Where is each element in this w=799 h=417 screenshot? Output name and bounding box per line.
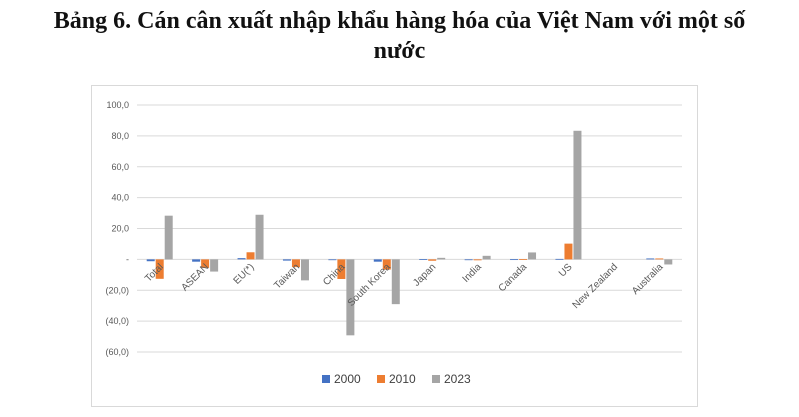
bar-2000-japan	[419, 259, 428, 260]
bar-2023-eu-	[255, 214, 264, 260]
bar-2010-asean	[201, 259, 210, 268]
bar-2023-asean	[210, 259, 219, 272]
bar-2023-china	[346, 259, 355, 336]
bar-2023-canada	[528, 252, 537, 260]
y-tick-label: 100,0	[106, 100, 129, 110]
bar-2000-eu-	[237, 258, 246, 260]
bar-2023-total	[164, 215, 173, 260]
x-category-label: Taiwan	[272, 262, 302, 292]
chart-area: 100,0 80,0 60,0 40,0 20,0 - (20,0) (40,0) (60,0)…	[91, 85, 698, 407]
x-category-label: EU(*)	[232, 262, 257, 287]
x-category-label: Australia	[630, 261, 666, 297]
y-tick-label: 40,0	[111, 193, 129, 203]
bar-2010-taiwan	[291, 259, 300, 268]
legend-label-2000: 2000	[334, 372, 361, 386]
chart-title-line-2: nước	[373, 38, 426, 64]
bar-2010-australia	[655, 258, 664, 260]
legend-label-2010: 2010	[389, 372, 416, 386]
bar-2023-australia	[664, 259, 673, 265]
bar-2000-china	[328, 259, 337, 261]
bar-2010-china	[337, 259, 346, 279]
bar-2023-us	[573, 130, 582, 260]
chart-title-line-1: Bảng 6. Cán cân xuất nhập khẩu hàng hóa …	[53, 8, 746, 34]
legend-swatch-2010	[377, 375, 385, 383]
y-tick-label: -	[126, 254, 129, 264]
y-tick-label: (60,0)	[105, 347, 129, 357]
bar-2023-south-korea	[391, 259, 400, 305]
bar-2023-taiwan	[300, 259, 309, 281]
bar-2023-india	[482, 255, 491, 260]
bar-2000-total	[146, 259, 155, 262]
x-category-label: ASEAN	[179, 262, 211, 294]
bar-2000-taiwan	[282, 259, 291, 261]
bar-2010-south-korea	[382, 259, 391, 270]
bar-2000-us	[555, 258, 564, 260]
legend-label-2023: 2023	[444, 372, 471, 386]
chart-title: Bảng 6. Cán cân xuất nhập khẩu hàng hóa …	[0, 6, 799, 66]
bar-2010-eu-	[246, 252, 255, 260]
bar-chart: 100,0 80,0 60,0 40,0 20,0 - (20,0) (40,0) (60,0)…	[105, 100, 682, 386]
y-tick-label: 20,0	[111, 224, 129, 234]
bar-2010-us	[564, 243, 573, 260]
y-tick-label: 60,0	[111, 162, 129, 172]
x-category-label: Canada	[497, 261, 530, 294]
y-tick-label: (40,0)	[105, 316, 129, 326]
bar-2000-south-korea	[373, 259, 382, 262]
bar-2023-japan	[437, 257, 446, 260]
legend-swatch-2023	[432, 375, 440, 383]
x-category-label: New Zealand	[571, 262, 620, 311]
bar-2000-canada	[510, 259, 519, 261]
bar-2010-india	[473, 259, 482, 261]
y-tick-label: (20,0)	[105, 285, 129, 295]
bar-2010-canada	[519, 259, 528, 260]
y-tick-label: 80,0	[111, 131, 129, 141]
bar-2000-asean	[192, 259, 201, 262]
x-category-label: India	[461, 261, 484, 284]
bar-2000-australia	[646, 258, 655, 260]
bar-2000-india	[464, 259, 473, 261]
x-category-label: Japan	[411, 262, 438, 289]
bar-2010-japan	[428, 259, 437, 261]
legend-swatch-2000	[322, 375, 330, 383]
x-category-label: US	[557, 261, 575, 279]
bar-2010-total	[155, 259, 164, 279]
